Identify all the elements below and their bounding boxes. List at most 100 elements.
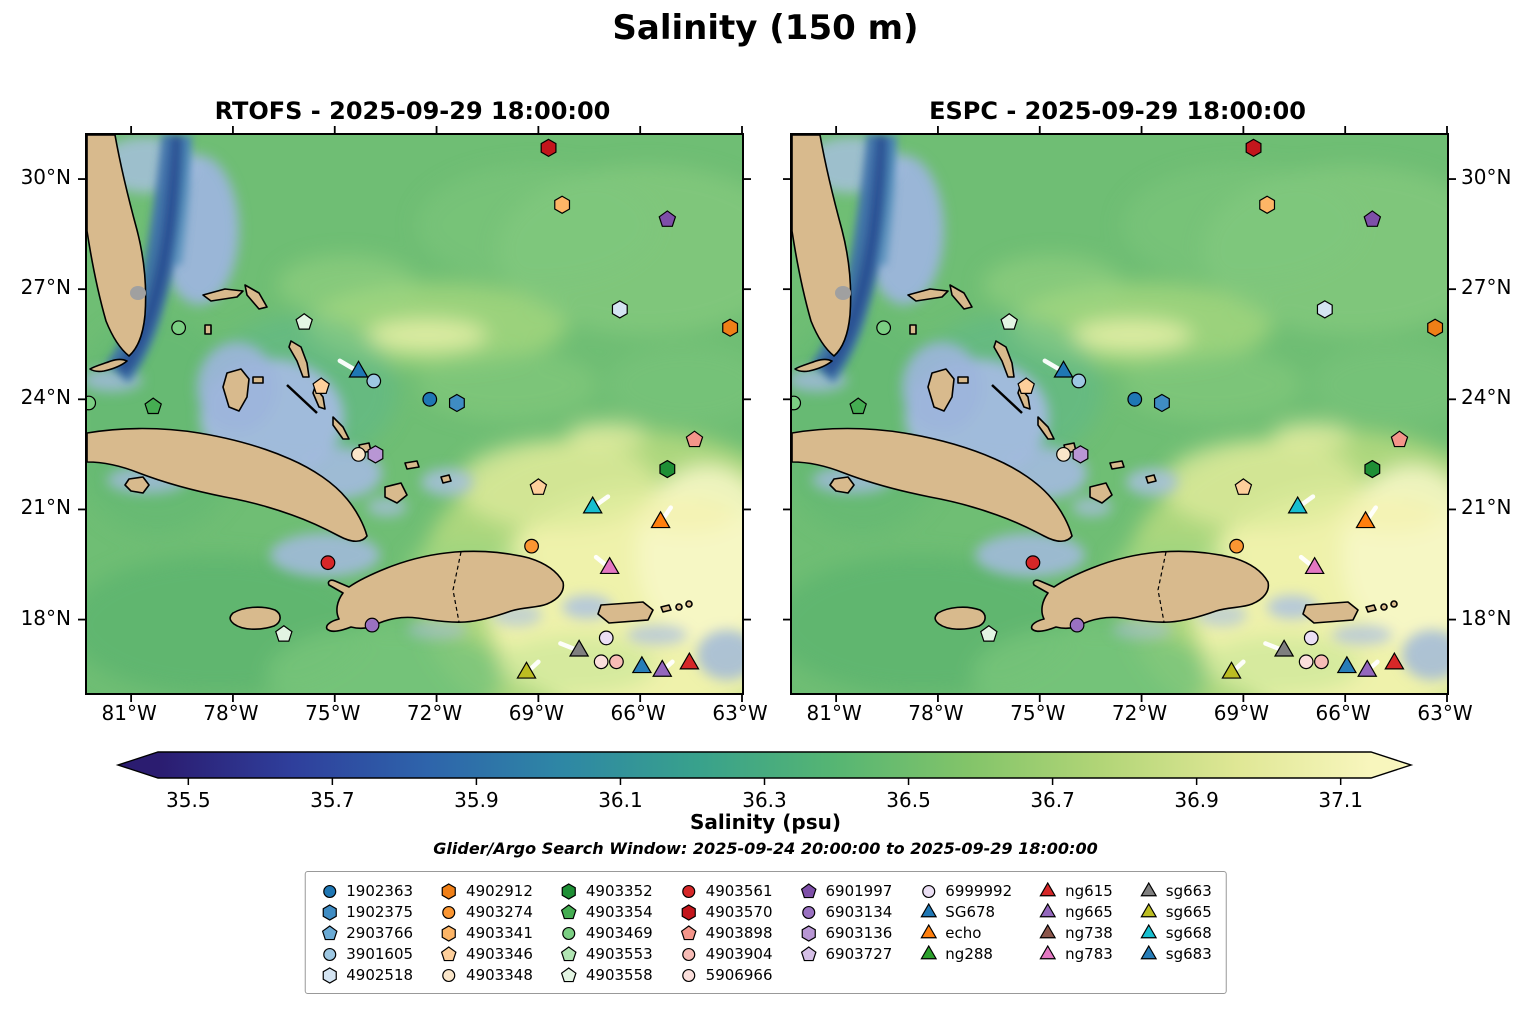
legend-entry: 4903469 <box>559 922 653 943</box>
pentagon-marker-icon <box>800 945 817 961</box>
panel-rtofs: RTOFS - 2025-09-29 18:00:00 30°N 27°N 24°N… <box>21 97 768 725</box>
legend-entry: 4903274 <box>439 901 533 922</box>
legend-entry: sg683 <box>1139 943 1212 964</box>
lat-ticklabel: 27°N <box>1461 275 1512 300</box>
legend-entry: 4903341 <box>439 922 533 943</box>
pentagon-marker-icon <box>561 903 577 919</box>
legend-entry: ng738 <box>1038 922 1113 943</box>
circle-marker-glyph <box>682 947 696 961</box>
platform-marker-ng615 <box>679 651 700 670</box>
hexagon-marker-icon <box>441 924 457 942</box>
legend-column: 6999992 SG678 echo ng288 <box>918 880 1012 985</box>
hexagon-marker-glyph <box>681 903 696 921</box>
lon-ticklabel: 75°W <box>1010 701 1066 725</box>
legend-entry: 3901605 <box>319 943 413 964</box>
platform-marker-ng615 <box>1384 651 1405 670</box>
legend-label: 4903570 <box>705 902 773 921</box>
legend-label: 6903136 <box>825 923 893 942</box>
circle-marker-glyph <box>322 947 336 961</box>
platform-marker-6903136 <box>1072 445 1089 464</box>
legend-entry: 6999992 <box>918 880 1012 901</box>
legend-entry: sg665 <box>1139 901 1212 922</box>
colorbar-ticklabel: 36.1 <box>598 788 643 812</box>
platform-marker-6901997 <box>658 210 677 227</box>
legend-entry: 4903354 <box>559 901 653 922</box>
legend-entry: 6903727 <box>798 943 892 964</box>
legend-label: ng783 <box>1065 944 1113 963</box>
legend-label: 6903134 <box>825 902 893 921</box>
legend-label: 4903346 <box>466 944 533 963</box>
platform-marker-1902375 <box>448 393 465 413</box>
circle-marker-glyph <box>921 884 935 898</box>
hexagon-marker-icon <box>561 882 576 900</box>
circle-marker-icon <box>322 884 336 898</box>
lon-ticklabel: 63°W <box>1417 701 1473 725</box>
pentagon-marker-icon <box>561 945 577 961</box>
lon-ticklabel: 75°W <box>305 701 361 725</box>
legend-entry: 6903136 <box>798 922 892 943</box>
map-rtofs <box>78 126 751 702</box>
platform-marker-4903904 <box>609 654 624 670</box>
legend-label: 4903469 <box>585 923 653 942</box>
triangle-marker-glyph <box>1039 902 1057 917</box>
lon-ticklabel: 78°W <box>908 701 964 725</box>
legend-entry: 6901997 <box>798 880 892 901</box>
legend-column: 6901997 6903134 6903136 6903727 <box>798 880 892 985</box>
legend-label: sg683 <box>1165 944 1212 963</box>
map-markers <box>87 138 739 679</box>
platform-marker-6901997 <box>1363 210 1382 227</box>
lon-ticklabel: 69°W <box>508 701 564 725</box>
platform-marker-sg683 <box>1336 655 1358 674</box>
hexagon-marker-glyph <box>801 924 816 942</box>
platform-marker-4903469 <box>171 320 187 336</box>
legend-entry: 4903558 <box>559 964 653 985</box>
platform-marker-SG678 <box>1053 360 1074 378</box>
legend-entry: 4903352 <box>559 880 653 901</box>
legend-column: 4902912 4903274 4903341 4903346 4903348 <box>439 880 533 985</box>
lon-axis: 81°W 78°W 75°W 72°W 69°W 66°W 63°W <box>85 701 767 731</box>
legend-entry: 4903348 <box>439 964 533 985</box>
lat-ticklabel: 27°N <box>20 275 71 300</box>
platform-marker-5906966 <box>1298 654 1314 670</box>
legend-entry: 4903570 <box>679 901 773 922</box>
legend-label: 4903558 <box>585 965 653 984</box>
platform-marker-6999992 <box>1303 630 1319 646</box>
platform-marker-1902363 <box>422 391 438 407</box>
triangle-marker-icon <box>1039 944 1057 959</box>
lon-axis: 81°W 78°W 75°W 72°W 69°W 66°W 63°W <box>790 701 1472 731</box>
legend-entry: 4903904 <box>679 943 772 964</box>
platform-marker-sg683 <box>631 655 653 674</box>
circle-marker-glyph <box>442 968 456 982</box>
platform-marker-echo <box>650 510 671 529</box>
triangle-marker-icon <box>1039 902 1057 917</box>
legend-label: sg663 <box>1165 881 1212 900</box>
legend-entry: ng783 <box>1038 943 1113 964</box>
pentagon-marker-icon <box>680 924 697 940</box>
map-markers <box>792 138 1444 679</box>
triangle-marker-icon <box>919 923 937 938</box>
hexagon-marker-glyph <box>322 903 337 921</box>
platform-marker-ng665 <box>652 659 673 677</box>
lat-ticklabel: 30°N <box>1461 165 1512 190</box>
legend-entry: 4903898 <box>679 922 772 943</box>
pentagon-marker-glyph <box>800 945 817 961</box>
legend-label: 4903274 <box>466 902 533 921</box>
colorbar-ticklabel: 36.9 <box>1174 788 1219 812</box>
lat-ticklabel: 21°N <box>20 495 71 520</box>
legend-label: 4903352 <box>585 881 653 900</box>
colorbar: 35.5 35.7 35.9 36.1 36.3 36.5 36.7 36.9 37.1 <box>115 751 1414 812</box>
legend-entry: 4903561 <box>679 880 772 901</box>
legend-label: 6903727 <box>825 944 893 963</box>
circle-marker-glyph <box>562 926 576 940</box>
circle-marker-glyph <box>682 884 696 898</box>
hexagon-marker-icon <box>322 966 337 984</box>
platform-marker-ng783 <box>599 556 620 575</box>
panel-espc: ESPC - 2025-09-29 18:00:00 30°N 27°N 24°N 2… <box>783 97 1511 725</box>
lat-ticklabel: 24°N <box>20 385 71 410</box>
colorbar-ticklabel: 36.7 <box>1030 788 1075 812</box>
platform-marker-4903469 <box>87 395 97 411</box>
triangle-marker-glyph <box>1039 944 1057 959</box>
platform-marker-6903134 <box>1069 617 1085 633</box>
legend-label: 5906966 <box>705 965 773 984</box>
platform-marker-sg665 <box>1221 661 1242 679</box>
